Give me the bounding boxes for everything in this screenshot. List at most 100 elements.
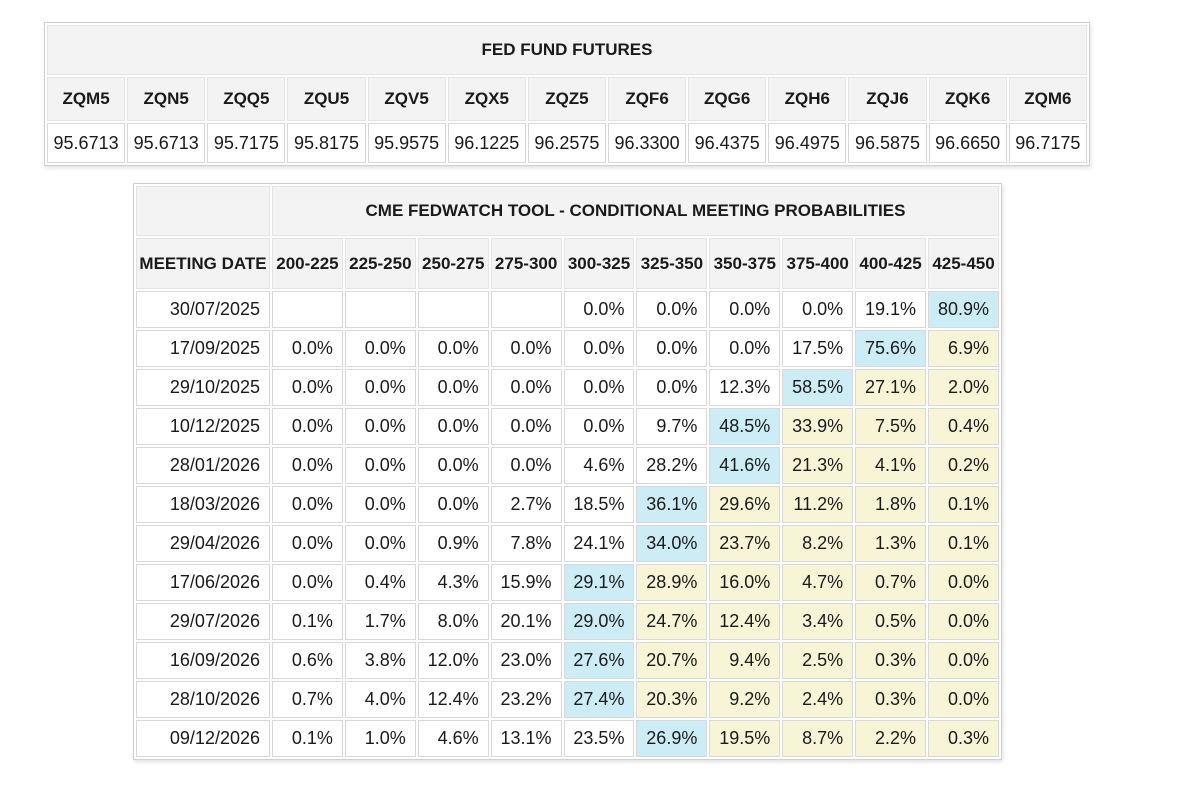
probability-cell: 0.0%: [636, 369, 708, 406]
futures-column-header: ZQJ6: [848, 77, 927, 121]
futures-value-cell: 96.6650: [928, 123, 1007, 163]
probability-cell: 0.0%: [344, 486, 416, 523]
fedwatch-row: 18/03/2026 0.0% 0.0% 0.0% 2.7% 18.5% 36.1% 29.6…: [136, 486, 999, 523]
probability-cell: [344, 291, 416, 328]
probability-cell: 0.0%: [272, 486, 343, 523]
rate-bin-header: 275-300: [490, 238, 562, 289]
probability-cell: 8.0%: [417, 603, 489, 640]
futures-column-header: ZQF6: [607, 77, 687, 121]
meeting-date-cell: 29/04/2026: [136, 525, 270, 562]
meeting-date-cell: 28/01/2026: [136, 447, 270, 484]
meeting-date-cell: 18/03/2026: [136, 486, 270, 523]
probability-cell: 27.6%: [563, 642, 635, 679]
fedwatch-row: 29/04/2026 0.0% 0.0% 0.9% 7.8% 24.1% 34.0% 23.7…: [136, 525, 999, 562]
meeting-date-cell: 28/10/2026: [136, 681, 270, 718]
probability-cell: 7.5%: [855, 408, 927, 445]
probability-cell: 2.2%: [855, 720, 927, 757]
probability-cell: 18.5%: [563, 486, 635, 523]
probability-cell: 0.3%: [928, 720, 999, 757]
probability-cell: 23.0%: [490, 642, 562, 679]
probability-cell: 0.0%: [417, 486, 489, 523]
probability-cell: 29.0%: [563, 603, 635, 640]
meeting-date-cell: 17/06/2026: [136, 564, 270, 601]
meeting-date-header: MEETING DATE: [136, 238, 270, 289]
fedwatch-table-title: CME FEDWATCH TOOL - CONDITIONAL MEETING …: [272, 186, 999, 236]
probability-cell: 29.6%: [709, 486, 781, 523]
probability-cell: 2.7%: [490, 486, 562, 523]
probability-cell: 4.6%: [417, 720, 489, 757]
probability-cell: 0.0%: [782, 291, 854, 328]
probability-cell: 4.6%: [563, 447, 635, 484]
futures-value-cell: 95.7175: [207, 123, 286, 163]
probability-cell: 4.3%: [417, 564, 489, 601]
probability-cell: 0.0%: [272, 525, 343, 562]
probability-cell: 4.0%: [344, 681, 416, 718]
probability-cell: 1.8%: [855, 486, 927, 523]
probability-cell: 0.3%: [855, 681, 927, 718]
probability-cell: 0.0%: [709, 291, 781, 328]
futures-column-header: ZQM6: [1008, 77, 1087, 121]
futures-column-header: ZQZ5: [527, 77, 606, 121]
futures-value-row: 95.6713 95.6713 95.7175 95.8175 95.9575 96.12…: [47, 123, 1087, 163]
corner-cell: [136, 186, 270, 236]
meeting-date-cell: 29/07/2026: [136, 603, 270, 640]
probability-cell: 58.5%: [782, 369, 854, 406]
probability-cell: 0.1%: [928, 525, 999, 562]
futures-table-title: FED FUND FUTURES: [47, 25, 1087, 75]
probability-cell: [272, 291, 343, 328]
probability-cell: 48.5%: [709, 408, 781, 445]
probability-cell: 0.0%: [563, 408, 635, 445]
probability-cell: 0.0%: [563, 369, 635, 406]
probability-cell: 23.2%: [490, 681, 562, 718]
probability-cell: 7.8%: [490, 525, 562, 562]
probability-cell: 0.0%: [490, 369, 562, 406]
probability-cell: 0.0%: [490, 447, 562, 484]
probability-cell: 0.0%: [344, 447, 416, 484]
probability-cell: 0.0%: [563, 291, 635, 328]
probability-cell: 0.0%: [344, 330, 416, 367]
probability-cell: 0.0%: [928, 642, 999, 679]
probability-cell: 9.2%: [709, 681, 781, 718]
probability-cell: 12.0%: [417, 642, 489, 679]
probability-cell: 3.8%: [344, 642, 416, 679]
futures-column-header: ZQU5: [287, 77, 366, 121]
probability-cell: 0.0%: [417, 408, 489, 445]
probability-cell: 1.0%: [344, 720, 416, 757]
probability-cell: 0.0%: [272, 447, 343, 484]
probability-cell: 8.7%: [782, 720, 854, 757]
probability-cell: 29.1%: [563, 564, 635, 601]
probability-cell: 1.7%: [344, 603, 416, 640]
probability-cell: 34.0%: [636, 525, 708, 562]
probability-cell: 0.9%: [417, 525, 489, 562]
probability-cell: 0.1%: [272, 603, 343, 640]
probability-cell: 75.6%: [855, 330, 927, 367]
probability-cell: 0.0%: [928, 564, 999, 601]
futures-column-header: ZQQ5: [207, 77, 286, 121]
fed-fund-futures-table: FED FUND FUTURES ZQM5 ZQN5 ZQQ5 ZQU5 ZQV5 ZQX…: [44, 22, 1090, 166]
probability-cell: 0.1%: [272, 720, 343, 757]
probability-cell: 16.0%: [709, 564, 781, 601]
fedwatch-row: 29/07/2026 0.1% 1.7% 8.0% 20.1% 29.0% 24.7% 12.…: [136, 603, 999, 640]
fedwatch-row: 09/12/2026 0.1% 1.0% 4.6% 13.1% 23.5% 26.9% 19.…: [136, 720, 999, 757]
meeting-date-cell: 16/09/2026: [136, 642, 270, 679]
probability-cell: 20.7%: [636, 642, 708, 679]
probability-cell: 0.0%: [490, 330, 562, 367]
probability-cell: 0.5%: [855, 603, 927, 640]
probability-cell: 2.0%: [928, 369, 999, 406]
fedwatch-row: 29/10/2025 0.0% 0.0% 0.0% 0.0% 0.0% 0.0% 12.3% 5…: [136, 369, 999, 406]
probability-cell: 12.3%: [709, 369, 781, 406]
futures-value-cell: 96.3300: [607, 123, 687, 163]
fedwatch-row: 17/06/2026 0.0% 0.4% 4.3% 15.9% 29.1% 28.9% 16.…: [136, 564, 999, 601]
probability-cell: 8.2%: [782, 525, 854, 562]
fedwatch-row: 28/10/2026 0.7% 4.0% 12.4% 23.2% 27.4% 20.3% 9.…: [136, 681, 999, 718]
probability-cell: 20.3%: [636, 681, 708, 718]
probability-cell: 0.0%: [272, 408, 343, 445]
probability-cell: 0.0%: [636, 291, 708, 328]
fedwatch-row: 30/07/2025 0.0% 0.0% 0.0% 0.0% 19.1% 80.9%: [136, 291, 999, 328]
probability-cell: 0.0%: [272, 330, 343, 367]
probability-cell: 17.5%: [782, 330, 854, 367]
probability-cell: [490, 291, 562, 328]
futures-value-cell: 96.1225: [447, 123, 526, 163]
probability-cell: 80.9%: [928, 291, 999, 328]
